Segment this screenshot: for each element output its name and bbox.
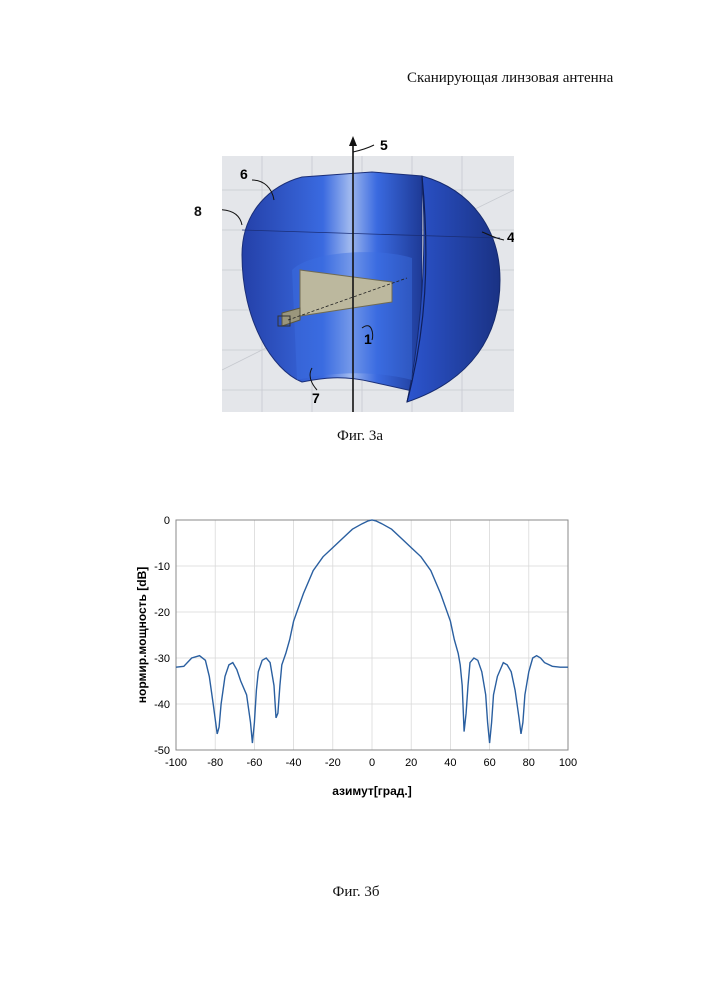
figure-3b-caption: Фиг. 3б xyxy=(296,884,416,901)
y-tick-label: -30 xyxy=(154,653,170,665)
y-tick-label: -10 xyxy=(154,561,170,573)
y-tick-label: -20 xyxy=(154,607,170,619)
x-tick-label: 0 xyxy=(369,757,375,769)
figure-3a-caption: Фиг. 3а xyxy=(300,428,420,445)
y-tick-label: -50 xyxy=(154,745,170,757)
callout-1: 1 xyxy=(364,331,372,347)
callout-4: 4 xyxy=(507,229,514,245)
callout-6: 6 xyxy=(240,166,248,182)
figure-3a-illustration: 5 6 4 1 7 xyxy=(222,130,514,412)
callout-8: 8 xyxy=(194,203,202,219)
callout-5: 5 xyxy=(380,137,388,153)
chart-grid xyxy=(176,520,568,750)
x-tick-label: 80 xyxy=(523,757,535,769)
x-tick-label: 40 xyxy=(444,757,456,769)
page-title: Сканирующая линзовая антенна xyxy=(407,70,613,87)
x-tick-label: 60 xyxy=(483,757,495,769)
y-tick-label: 0 xyxy=(164,515,170,527)
x-tick-label: -20 xyxy=(325,757,341,769)
x-tick-label: -100 xyxy=(165,757,187,769)
x-tick-label: -80 xyxy=(207,757,223,769)
x-tick-label: 100 xyxy=(559,757,577,769)
x-tick-label: -40 xyxy=(286,757,302,769)
y-axis-label: нормир.мощность [dB] xyxy=(135,567,149,704)
x-tick-labels: -100 -80 -60 -40 -20 0 20 40 60 80 100 xyxy=(165,757,577,769)
callout-7: 7 xyxy=(312,390,320,406)
x-axis-label: азимут[град.] xyxy=(332,784,412,798)
y-tick-labels: 0 -10 -20 -30 -40 -50 xyxy=(154,515,170,757)
radiation-pattern-chart: -100 -80 -60 -40 -20 0 20 40 60 80 100 0 -10 -20 -30 -… xyxy=(130,510,590,800)
x-tick-label: -60 xyxy=(246,757,262,769)
y-tick-label: -40 xyxy=(154,699,170,711)
x-tick-label: 20 xyxy=(405,757,417,769)
